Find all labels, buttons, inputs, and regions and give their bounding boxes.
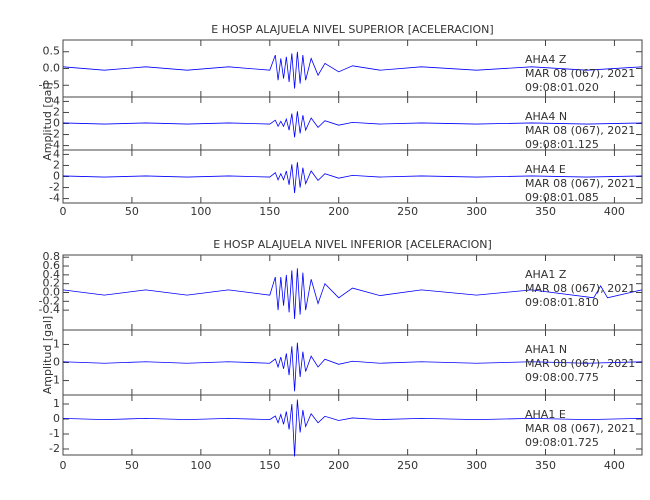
x-tick-label: 100 — [190, 459, 211, 472]
chart-title: E HOSP ALAJUELA NIVEL INFERIOR [ACELERAC… — [213, 238, 492, 251]
x-tick-label: 400 — [604, 459, 625, 472]
y-tick-label: 0 — [53, 117, 60, 130]
waveform — [62, 268, 643, 319]
x-tick-label: 0 — [60, 459, 67, 472]
y-tick-label: -2 — [49, 442, 60, 455]
station-label: AHA4 N — [525, 110, 567, 123]
x-tick-label: 150 — [259, 205, 280, 218]
waveform — [62, 51, 643, 89]
y-tick-label: -2 — [49, 181, 60, 194]
y-tick-label: -1 — [49, 427, 60, 440]
x-tick-label: 300 — [466, 459, 487, 472]
station-label: AHA1 Z — [525, 268, 567, 281]
x-tick-label: 0 — [60, 205, 67, 218]
x-tick-label: 250 — [397, 205, 418, 218]
y-tick-label: 0.0 — [43, 286, 61, 299]
x-tick-label: 200 — [328, 459, 349, 472]
y-tick-label: 2 — [53, 105, 60, 118]
date-label: MAR 08 (067), 2021 — [525, 124, 635, 137]
y-tick-label: -4 — [49, 139, 60, 152]
x-tick-label: 400 — [604, 205, 625, 218]
y-tick-label: 1 — [53, 337, 60, 350]
y-tick-label: 0.4 — [43, 268, 61, 281]
chart-title: E HOSP ALAJUELA NIVEL SUPERIOR [ACELERAC… — [211, 23, 493, 36]
y-tick-label: 1 — [53, 397, 60, 410]
y-axis-label: Amplitud [gal] — [41, 82, 54, 160]
y-tick-label: 4 — [53, 147, 60, 160]
y-tick-label: 0.2 — [43, 277, 61, 290]
x-tick-label: 200 — [328, 205, 349, 218]
y-tick-label: 0.8 — [43, 250, 61, 263]
x-tick-label: 100 — [190, 205, 211, 218]
time-label: 09:08:01.125 — [525, 138, 599, 151]
station-label: AHA4 E — [525, 163, 566, 176]
time-label: 09:08:01.810 — [525, 296, 599, 309]
y-tick-label: -2 — [49, 128, 60, 141]
date-label: MAR 08 (067), 2021 — [525, 282, 635, 295]
y-tick-label: 4 — [53, 94, 60, 107]
y-tick-label: 0.5 — [43, 45, 61, 58]
time-label: 09:08:01.725 — [525, 436, 599, 449]
time-label: 09:08:01.085 — [525, 191, 599, 204]
y-tick-label: -4 — [49, 192, 60, 205]
station-label: AHA1 N — [525, 343, 567, 356]
y-tick-label: 0 — [53, 170, 60, 183]
x-tick-label: 350 — [535, 205, 556, 218]
x-tick-label: 250 — [397, 459, 418, 472]
y-tick-label: 0 — [53, 356, 60, 369]
panel-frame — [62, 394, 643, 456]
date-label: MAR 08 (067), 2021 — [525, 177, 635, 190]
y-tick-label: -0.4 — [39, 303, 60, 316]
date-label: MAR 08 (067), 2021 — [525, 357, 635, 370]
x-tick-label: 150 — [259, 459, 280, 472]
waveform — [62, 111, 643, 138]
x-tick-label: 50 — [125, 459, 139, 472]
y-tick-label: -1 — [49, 374, 60, 387]
time-label: 09:08:00.775 — [525, 371, 599, 384]
waveform — [62, 162, 643, 194]
date-label: MAR 08 (067), 2021 — [525, 422, 635, 435]
date-label: MAR 08 (067), 2021 — [525, 67, 635, 80]
station-label: AHA4 Z — [525, 53, 567, 66]
x-tick-label: 50 — [125, 205, 139, 218]
y-tick-label: -0.5 — [39, 78, 60, 91]
x-tick-label: 300 — [466, 205, 487, 218]
y-tick-label: 0.0 — [43, 62, 61, 75]
station-label: AHA1 E — [525, 408, 566, 421]
waveform — [62, 342, 643, 392]
y-axis-label: Amplitud [gal] — [41, 316, 54, 394]
x-tick-label: 350 — [535, 459, 556, 472]
y-tick-label: 2 — [53, 158, 60, 171]
waveform — [62, 399, 643, 457]
y-tick-label: -0.2 — [39, 294, 60, 307]
y-tick-label: 0 — [53, 412, 60, 425]
y-tick-label: 0.6 — [43, 259, 61, 272]
time-label: 09:08:01.020 — [525, 81, 599, 94]
